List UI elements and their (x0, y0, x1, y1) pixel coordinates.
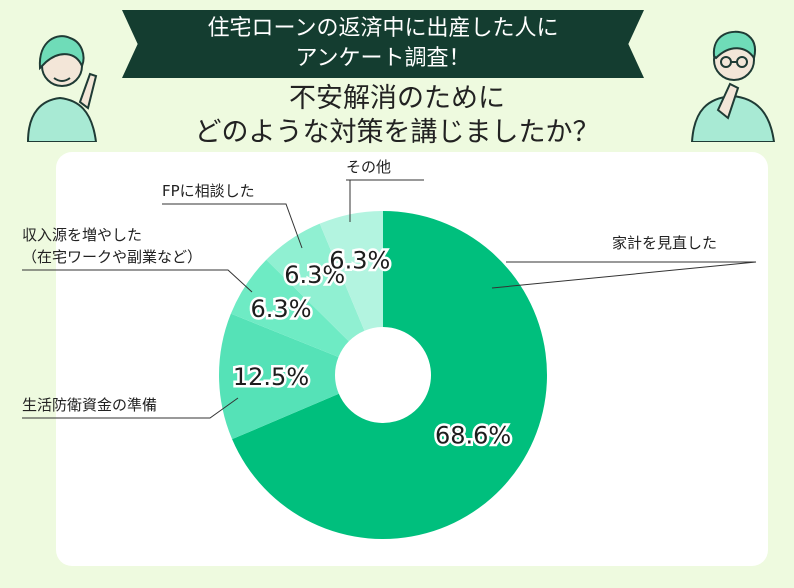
question-line-1: 不安解消のために (289, 83, 505, 114)
slice-label-sub-2: （在宅ワークや副業など） (22, 248, 202, 266)
slice-value-2: 6.3% (251, 295, 312, 323)
slice-0 (232, 211, 548, 539)
title-banner: 住宅ローンの返済中に出産した人に アンケート調査！ (122, 10, 644, 78)
slice-1 (219, 313, 339, 440)
leader-line-3 (162, 203, 303, 249)
leader-line-1 (22, 397, 239, 419)
question-text: 不安解消のために どのような対策を講じましたか？ (150, 82, 644, 150)
title-line-2: アンケート調査！ (295, 46, 471, 71)
slice-value-1: 12.5% (233, 363, 309, 391)
slice-label-2: 収入源を増やした (22, 226, 142, 244)
title-line-1: 住宅ローンの返済中に出産した人に (207, 16, 559, 41)
slice-4 (319, 211, 383, 331)
woman-illustration (26, 35, 98, 142)
slice-value-4: 6.3% (329, 246, 390, 274)
man-illustration (690, 30, 776, 142)
slice-value-3: 6.3% (284, 261, 345, 289)
slice-value-0: 68.6% (435, 422, 511, 450)
slice-label-1: 生活防衛資金の準備 (22, 396, 157, 414)
leader-line-2 (22, 269, 253, 293)
slice-label-0: 家計を見直した (612, 234, 717, 252)
slice-label-3: FPに相談した (162, 182, 255, 200)
slice-label-4: その他 (346, 158, 391, 176)
leader-line-4 (346, 179, 424, 222)
slice-2 (230, 259, 349, 358)
question-line-2: どのような対策を講じましたか？ (194, 117, 600, 148)
leader-line-0 (491, 261, 757, 289)
slice-3 (266, 223, 365, 342)
